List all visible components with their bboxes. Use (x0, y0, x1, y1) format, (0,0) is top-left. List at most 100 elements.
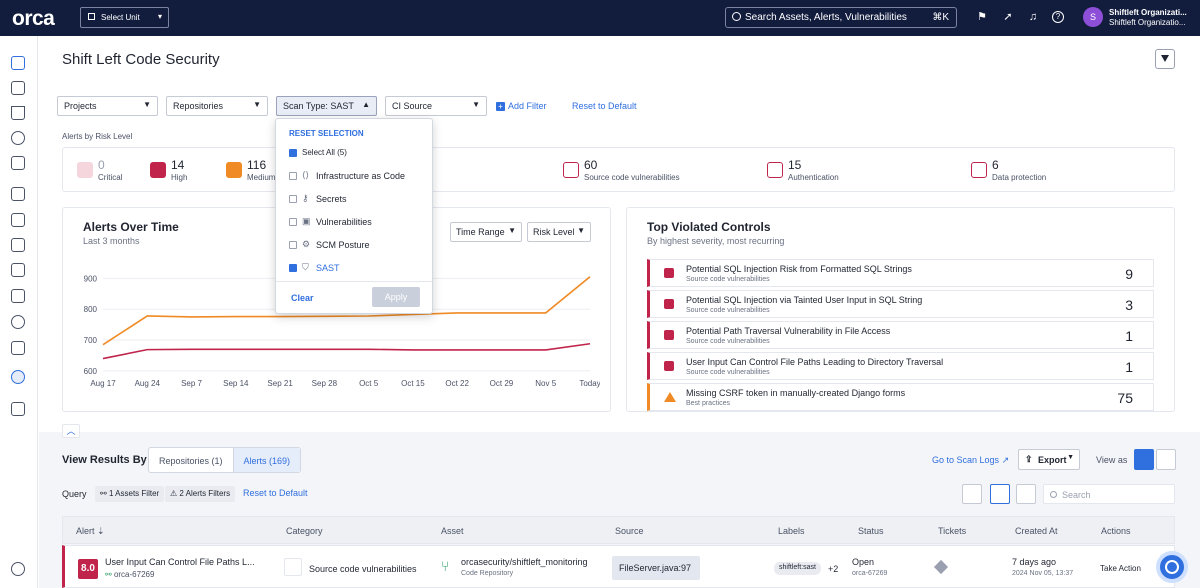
rocket-icon[interactable]: ➚ (1003, 11, 1013, 23)
col-status[interactable]: Status (858, 526, 884, 536)
briefcase-icon[interactable] (11, 213, 25, 227)
col-labels[interactable]: Labels (778, 526, 805, 536)
time-range-select[interactable]: Time Range ▼ (450, 222, 522, 242)
list-view-button[interactable] (1134, 449, 1154, 470)
stat-value: 6 (992, 158, 999, 172)
y-tick-label: 800 (84, 305, 98, 314)
col-asset[interactable]: Asset (441, 526, 464, 536)
help-icon[interactable]: ? (1052, 11, 1064, 23)
stat-medium[interactable]: 116 Medium (226, 158, 286, 184)
go-to-scan-logs-link[interactable]: Go to Scan Logs ↗ (932, 455, 1009, 466)
clear-button[interactable]: Clear (291, 293, 314, 303)
bell-icon[interactable]: ♫ (1028, 11, 1038, 23)
avatar[interactable]: S (1083, 7, 1103, 27)
stat-source-code[interactable]: 60 Source code vulnerabilities (563, 158, 693, 184)
table-row[interactable]: 8.0 User Input Can Control File Paths L.… (62, 545, 1175, 588)
y-tick-label: 900 (84, 274, 98, 283)
stat-authentication[interactable]: 15 Authentication (767, 158, 867, 184)
label-chip[interactable]: shiftleft:sast (774, 562, 821, 575)
grouped-view-button[interactable] (1156, 449, 1176, 470)
stat-label: Authentication (788, 173, 839, 182)
details-button[interactable] (1016, 484, 1036, 504)
control-row[interactable]: Potential SQL Injection Risk from Format… (647, 259, 1154, 287)
col-alert[interactable]: Alert ⇣ (76, 526, 105, 537)
query-reset-link[interactable]: Reset to Default (243, 488, 308, 498)
checkbox[interactable] (289, 218, 297, 226)
inventory-icon[interactable] (11, 341, 25, 355)
shift-left-icon[interactable] (11, 370, 25, 384)
control-row[interactable]: User Input Can Control File Paths Leadin… (647, 352, 1154, 380)
projects-filter[interactable]: Projects ▼ (57, 96, 158, 116)
risk-level-select[interactable]: Risk Level ▼ (527, 222, 591, 242)
control-row[interactable]: Potential SQL Injection via Tainted User… (647, 290, 1154, 318)
ticket-icon[interactable] (933, 559, 949, 575)
alerts-filter-chip[interactable]: ⚠ 2 Alerts Filters (165, 486, 236, 502)
unit-select[interactable]: Select Unit ▾ (80, 7, 169, 28)
created-relative: 7 days ago (1012, 557, 1057, 567)
dashboard-icon[interactable] (11, 81, 25, 95)
source-chip[interactable]: FileServer.java:97 (612, 556, 700, 580)
reset-selection-link[interactable]: RESET SELECTION (289, 129, 364, 138)
checklist-icon[interactable] (11, 238, 25, 252)
critical-icon (77, 162, 93, 178)
help-chat-button[interactable] (1156, 551, 1188, 583)
tab-repositories[interactable]: Repositories (1) (159, 456, 223, 466)
columns-button[interactable] (962, 484, 982, 504)
asset-name[interactable]: orcasecurity/shiftleft_monitoring (461, 557, 588, 567)
col-source[interactable]: Source (615, 526, 644, 536)
ci-source-filter[interactable]: CI Source ▼ (385, 96, 487, 116)
settings-icon[interactable] (11, 562, 25, 576)
sort-icon: ⇣ (97, 526, 105, 536)
lock-icon[interactable] (11, 56, 25, 70)
control-row[interactable]: Potential Path Traversal Vulnerability i… (647, 321, 1154, 349)
export-icon: ⇪ (1025, 454, 1033, 464)
flag-icon[interactable]: ⚑ (977, 11, 987, 23)
stat-data-protection[interactable]: 6 Data protection (971, 158, 1071, 184)
report-icon[interactable] (11, 263, 25, 277)
series-line-1 (102, 342, 591, 360)
stat-high[interactable]: 14 High (150, 158, 220, 184)
assets-filter-chip[interactable]: ⚯ 1 Assets Filter (95, 486, 165, 502)
global-search[interactable]: Search Assets, Alerts, Vulnerabilities ⌘… (725, 7, 957, 28)
scan-type-filter[interactable]: Scan Type: SAST ▲ (276, 96, 377, 116)
reset-filters-link[interactable]: Reset to Default (572, 101, 637, 111)
risk-stats-bar: 0 Critical 14 High 116 Medium 60 Source … (62, 147, 1175, 192)
collapse-toggle[interactable]: ︿ (62, 424, 80, 438)
orca-logo[interactable]: orca (12, 7, 55, 30)
col-created-at[interactable]: Created At (1015, 526, 1058, 536)
col-category[interactable]: Category (286, 526, 323, 536)
table-search-input[interactable]: Search (1043, 484, 1175, 504)
filter-toggle-button[interactable] (1155, 49, 1175, 69)
checkbox[interactable] (289, 241, 297, 249)
repositories-filter[interactable]: Repositories ▼ (166, 96, 268, 116)
alert-title[interactable]: User Input Can Control File Paths L... (105, 557, 255, 567)
stat-label: Critical (98, 173, 123, 182)
tab-alerts[interactable]: Alerts (169) (232, 448, 301, 472)
cube-icon[interactable] (11, 187, 25, 201)
search-nav-icon[interactable] (11, 131, 25, 145)
export-button[interactable]: ⇪ Export ▼ (1018, 449, 1080, 470)
checkbox-checked[interactable] (289, 264, 297, 272)
cloud-icon[interactable] (11, 315, 25, 329)
integrations-icon[interactable] (11, 402, 25, 416)
checkbox[interactable] (289, 172, 297, 180)
org-sub: Shiftleft Organizatio... (1109, 18, 1186, 27)
org-name[interactable]: Shiftleft Organizati... (1109, 8, 1187, 17)
take-action-button[interactable]: Take Action (1100, 564, 1141, 573)
checkbox[interactable] (289, 195, 297, 203)
status-value: Open (852, 557, 875, 567)
repo-branch-icon: ⑂ (441, 558, 450, 574)
control-row[interactable]: Missing CSRF token in manually-created D… (647, 383, 1154, 411)
database-icon[interactable] (11, 289, 25, 303)
add-filter-button[interactable]: + Add Filter (496, 101, 547, 111)
results-tabs: Repositories (1) Alerts (169) (148, 447, 302, 473)
sort-button[interactable] (990, 484, 1010, 504)
apply-button[interactable]: Apply (372, 287, 420, 307)
alert-icon[interactable] (11, 106, 25, 120)
stat-critical[interactable]: 0 Critical (77, 158, 147, 184)
graph-icon[interactable] (11, 156, 25, 170)
checkbox-partial[interactable] (289, 149, 297, 157)
labels-more[interactable]: +2 (828, 564, 839, 574)
col-tickets[interactable]: Tickets (938, 526, 967, 536)
auth-icon (767, 162, 783, 178)
